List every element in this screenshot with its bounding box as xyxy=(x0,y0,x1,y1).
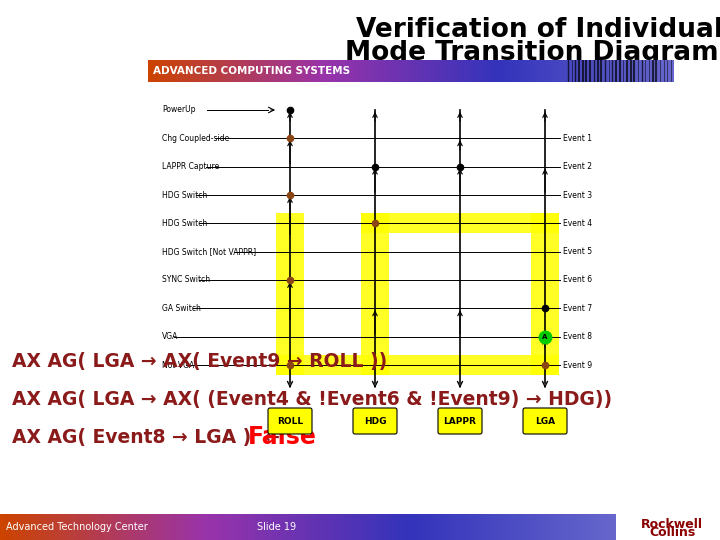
Text: VGA: VGA xyxy=(162,332,179,341)
Text: LAPPR Capture: LAPPR Capture xyxy=(162,162,220,171)
Text: Slide 19: Slide 19 xyxy=(258,522,297,532)
Text: HDG Switch: HDG Switch xyxy=(162,191,207,199)
Text: HDG: HDG xyxy=(364,416,386,426)
Text: LGA: LGA xyxy=(535,416,555,426)
Text: Event 5: Event 5 xyxy=(563,247,592,256)
Text: ADVANCED COMPUTING SYSTEMS: ADVANCED COMPUTING SYSTEMS xyxy=(153,66,350,76)
Bar xyxy=(361,213,389,375)
Text: GA Switch: GA Switch xyxy=(162,304,201,313)
Text: AX AG( LGA → AX( (Event4 & !Event6 & !Event9) → HDG)): AX AG( LGA → AX( (Event4 & !Event6 & !Ev… xyxy=(12,390,612,409)
Text: HDG Switch: HDG Switch xyxy=(162,219,210,228)
FancyBboxPatch shape xyxy=(523,408,567,434)
Text: Rockwell: Rockwell xyxy=(641,517,703,530)
FancyBboxPatch shape xyxy=(438,408,482,434)
Text: Event 3: Event 3 xyxy=(563,191,592,199)
Text: HDG Switch [Not VAPPR]: HDG Switch [Not VAPPR] xyxy=(162,247,256,256)
Text: Event 7: Event 7 xyxy=(563,304,592,313)
Text: Event 1: Event 1 xyxy=(563,134,592,143)
Text: SYNC Switch: SYNC Switch xyxy=(162,275,210,285)
Text: Event 9: Event 9 xyxy=(563,361,592,369)
Text: AX AG( LGA → AX( Event9 → ROLL )): AX AG( LGA → AX( Event9 → ROLL )) xyxy=(12,353,387,372)
Text: A: A xyxy=(542,334,548,340)
Text: Event 4: Event 4 xyxy=(563,219,592,228)
Bar xyxy=(531,213,559,375)
Text: Chg Coupled-side: Chg Coupled-side xyxy=(162,134,229,143)
Text: ROLL: ROLL xyxy=(277,416,303,426)
Text: LAPPR: LAPPR xyxy=(444,416,477,426)
Bar xyxy=(276,355,559,375)
Text: Event 2: Event 2 xyxy=(563,162,592,171)
Text: AX AG( Event8 → LGA )  ←: AX AG( Event8 → LGA ) ← xyxy=(12,428,287,447)
Text: Event 6: Event 6 xyxy=(563,275,592,285)
Bar xyxy=(276,213,304,375)
FancyBboxPatch shape xyxy=(353,408,397,434)
Text: Collins: Collins xyxy=(649,526,695,539)
Bar xyxy=(361,213,559,233)
Text: Mode Transition Diagrams: Mode Transition Diagrams xyxy=(346,40,720,66)
Text: PowerUp: PowerUp xyxy=(162,105,196,114)
Text: Not VGA: Not VGA xyxy=(162,361,194,369)
Text: Advanced Technology Center: Advanced Technology Center xyxy=(6,522,148,532)
Text: Verification of Individual: Verification of Individual xyxy=(356,17,720,43)
Text: Event 8: Event 8 xyxy=(563,332,592,341)
FancyBboxPatch shape xyxy=(268,408,312,434)
Text: False: False xyxy=(248,425,317,449)
